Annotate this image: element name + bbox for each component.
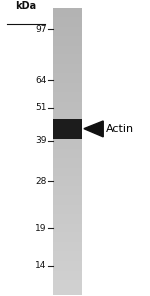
Polygon shape: [84, 121, 103, 137]
Text: 14: 14: [35, 261, 47, 270]
Text: 97: 97: [35, 25, 47, 34]
Text: 28: 28: [35, 177, 47, 186]
Text: kDa: kDa: [15, 1, 36, 11]
Text: 64: 64: [35, 75, 47, 85]
Text: 39: 39: [35, 136, 47, 145]
Text: 51: 51: [35, 103, 47, 112]
Text: 19: 19: [35, 224, 47, 233]
Text: Actin: Actin: [106, 124, 134, 134]
